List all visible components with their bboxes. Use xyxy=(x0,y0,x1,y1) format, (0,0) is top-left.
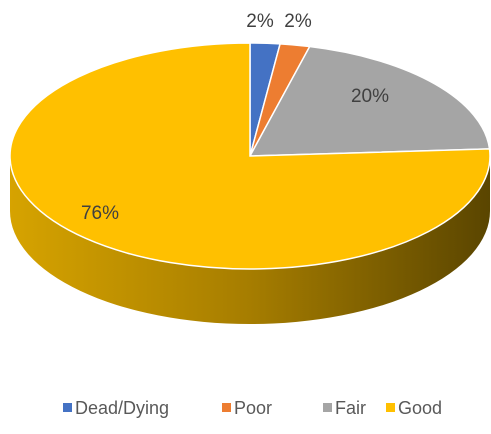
data-label: 2% xyxy=(246,11,274,32)
legend-swatch xyxy=(222,403,231,412)
data-label: 20% xyxy=(351,86,389,107)
legend-label: Good xyxy=(398,398,442,418)
legend-swatch xyxy=(386,403,395,412)
data-label: 76% xyxy=(81,203,119,224)
pie-slice xyxy=(9,42,491,270)
data-label: 2% xyxy=(284,11,312,32)
legend-label: Dead/Dying xyxy=(75,398,169,418)
legend-label: Fair xyxy=(335,398,366,418)
legend-swatch xyxy=(323,403,332,412)
legend-label: Poor xyxy=(234,398,272,418)
legend-swatch xyxy=(63,403,72,412)
pie-slice xyxy=(248,45,491,157)
pie-side xyxy=(10,156,490,324)
